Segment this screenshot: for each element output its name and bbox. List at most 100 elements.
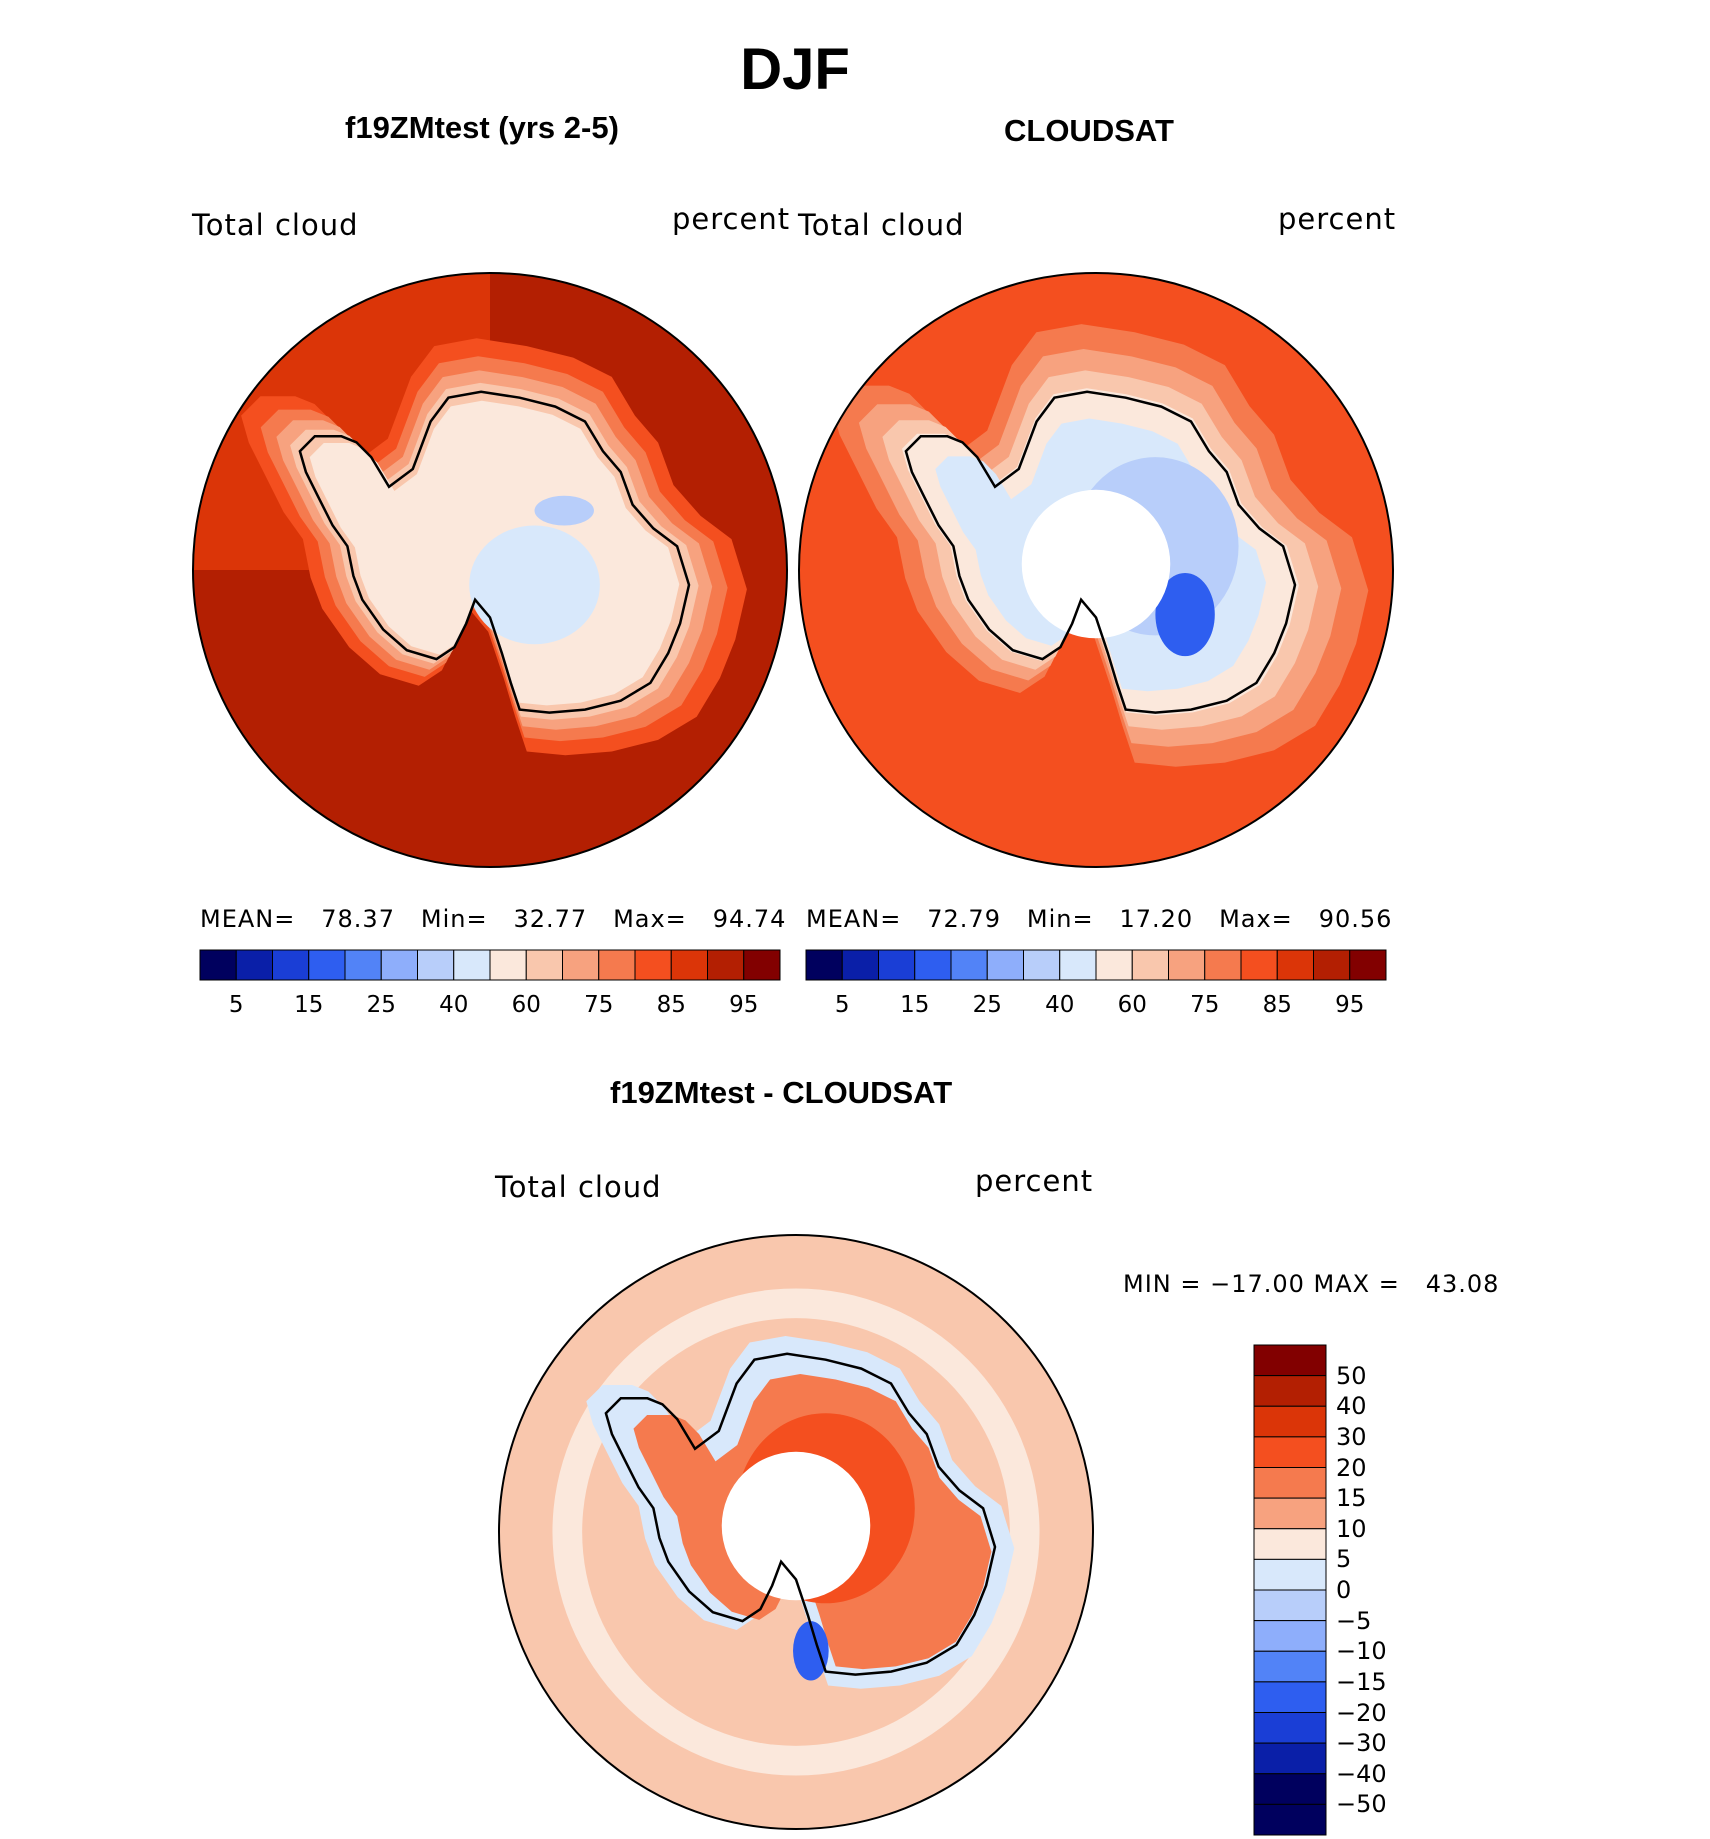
colorbar-tick-label: 25 (972, 992, 1002, 1018)
colorbar-swatch (235, 949, 273, 981)
colorbar-swatch (1253, 1742, 1327, 1775)
colorbar-tick-label: −15 (1336, 1667, 1387, 1696)
colorbar-swatch (453, 949, 491, 981)
panel1-colorbar-ticks: 5 15 25 40 60 75 85 95 (200, 992, 780, 1022)
colorbar-swatch (380, 949, 418, 981)
colorbar-swatch (1253, 1589, 1327, 1622)
colorbar-tick-label: 5 (1336, 1545, 1352, 1574)
panel1-mean: 78.37 (321, 905, 395, 933)
colorbar-tick-label: 60 (1117, 992, 1147, 1018)
colorbar-swatch (1240, 949, 1278, 981)
colorbar-swatch (417, 949, 455, 981)
map-border (798, 272, 1394, 868)
panel2-min: 17.20 (1119, 905, 1194, 933)
colorbar-tick-label: 50 (1336, 1361, 1367, 1390)
colorbar-tick-label: 15 (900, 992, 930, 1018)
colorbar-tick-label: −50 (1336, 1790, 1387, 1819)
map-border (498, 1234, 1094, 1830)
lower-cloud-region (534, 495, 594, 526)
panel1-stats: MEAN= 78.37 Min= 32.77 Max= 94.74 (200, 905, 786, 933)
panel1-colorbar (199, 949, 781, 981)
colorbar-tick-label: 10 (1336, 1514, 1367, 1543)
antarctica-coastline (604, 1352, 997, 1676)
panel3-colorbar-ticks: 50 40 30 20 15 10 5 0 −5 −10 −15 −20 −30 −40 −50 (1336, 1345, 1416, 1835)
colorbar-swatch (308, 949, 346, 981)
colorbar-swatch (1253, 1344, 1327, 1377)
colorbar-swatch (1253, 1712, 1327, 1744)
colorbar-swatch (272, 949, 310, 981)
antarctica-coastline (298, 390, 691, 714)
colorbar-tick-label: 15 (1336, 1484, 1367, 1513)
panel2-right-label: percent (1278, 202, 1397, 236)
colorbar-tick-label: −20 (1336, 1698, 1387, 1727)
colorbar-tick-label: −5 (1336, 1606, 1372, 1635)
colorbar-tick-label: 40 (1045, 992, 1075, 1018)
panel3-title: f19ZMtest - CLOUDSAT (610, 1075, 953, 1110)
colorbar-swatch (1253, 1558, 1327, 1591)
colorbar-swatch (525, 949, 563, 981)
antarctica-coastline (904, 390, 1297, 714)
colorbar-swatch (805, 949, 843, 981)
panel2-colorbar (805, 949, 1387, 981)
colorbar-tick-label: 0 (1336, 1576, 1352, 1604)
panel1-title: f19ZMtest (yrs 2-5) (345, 110, 619, 145)
colorbar-swatch (841, 949, 879, 981)
minimum-region (793, 1621, 829, 1681)
colorbar-tick-label: 15 (294, 992, 324, 1018)
colorbar-swatch (707, 949, 745, 981)
colorbar-swatch (986, 949, 1024, 981)
colorbar-swatch (634, 949, 672, 981)
colorbar-tick-label: 30 (1336, 1422, 1367, 1451)
colorbar-swatch (562, 949, 600, 981)
panel1-max: 94.74 (712, 905, 787, 933)
colorbar-tick-label: −40 (1336, 1759, 1387, 1788)
colorbar-swatch (914, 949, 952, 981)
map1-field (193, 273, 787, 867)
missing-data-hole (721, 1451, 871, 1601)
colorbar-swatch (1276, 949, 1314, 981)
colorbar-swatch (1095, 949, 1133, 981)
colorbar-swatch (1253, 1681, 1327, 1713)
colorbar-tick-label: 60 (511, 992, 541, 1018)
panel1-right-label: percent (672, 202, 791, 236)
panel1-max-label: Max= (613, 905, 687, 933)
panel1-mean-label: MEAN= (200, 905, 296, 933)
panel3-map (498, 1234, 1094, 1830)
colorbar-swatch (199, 949, 237, 981)
colorbar-swatch (1253, 1620, 1327, 1652)
low-cloud-region (469, 525, 600, 645)
main-title: DJF (740, 37, 850, 102)
colorbar-tick-label: 95 (729, 992, 759, 1018)
colorbar-tick-label: 75 (1190, 992, 1220, 1018)
colorbar-swatch (1253, 1436, 1327, 1468)
colorbar-swatch (1253, 1405, 1327, 1438)
map-border (192, 272, 788, 868)
panel2-left-label: Total cloud (798, 208, 965, 242)
colorbar-swatch (1059, 949, 1097, 981)
minimum-region (1155, 572, 1215, 657)
panel2-mean: 72.79 (927, 905, 1001, 933)
colorbar-swatch (1253, 1375, 1327, 1407)
colorbar-tick-label: 85 (656, 992, 686, 1018)
colorbar-tick-label: 85 (1262, 992, 1292, 1018)
panel3-left-label: Total cloud (495, 1170, 662, 1204)
colorbar-swatch (489, 949, 527, 981)
colorbar-tick-label: 5 (228, 992, 244, 1018)
panel1-min-label: Min= (420, 905, 488, 933)
panel1-map (192, 272, 788, 868)
colorbar-swatch (1253, 1497, 1327, 1530)
colorbar-tick-label: 40 (1336, 1392, 1367, 1421)
panel1-left-label: Total cloud (192, 208, 359, 242)
missing-data-hole (1021, 489, 1171, 639)
colorbar-swatch (344, 949, 382, 981)
panel2-map (798, 272, 1394, 868)
colorbar-swatch (1253, 1773, 1327, 1805)
panel2-title: CLOUDSAT (1004, 113, 1174, 148)
colorbar-tick-label: 25 (366, 992, 396, 1018)
colorbar-swatch (743, 949, 781, 981)
colorbar-swatch (1349, 949, 1387, 981)
colorbar-tick-label: −10 (1336, 1637, 1387, 1666)
colorbar-swatch (1023, 949, 1061, 981)
map2-field (799, 273, 1393, 867)
colorbar-swatch (1313, 949, 1351, 981)
